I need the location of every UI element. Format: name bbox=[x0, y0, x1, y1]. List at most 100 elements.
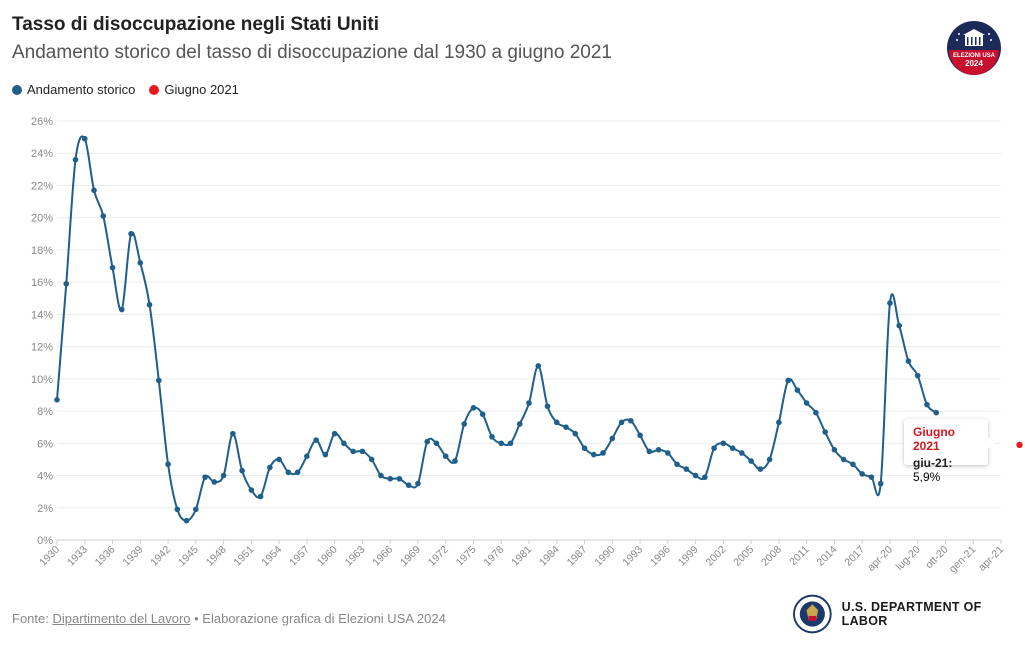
data-point[interactable] bbox=[415, 480, 421, 487]
data-point[interactable] bbox=[850, 461, 856, 468]
data-point[interactable] bbox=[433, 440, 440, 447]
data-point[interactable] bbox=[831, 446, 838, 453]
data-point[interactable] bbox=[489, 434, 495, 440]
data-point[interactable] bbox=[63, 280, 70, 287]
data-point[interactable] bbox=[322, 451, 329, 458]
data-point[interactable] bbox=[813, 409, 819, 416]
data-point[interactable] bbox=[156, 377, 162, 384]
data-point[interactable] bbox=[368, 456, 375, 463]
data-point[interactable] bbox=[526, 400, 532, 406]
data-point[interactable] bbox=[776, 419, 782, 426]
data-point[interactable] bbox=[341, 440, 347, 447]
data-point[interactable] bbox=[396, 475, 403, 482]
data-point[interactable] bbox=[257, 493, 264, 500]
data-point[interactable] bbox=[748, 458, 754, 464]
data-point[interactable] bbox=[590, 451, 597, 458]
data-point[interactable] bbox=[507, 440, 514, 447]
data-point[interactable] bbox=[766, 456, 773, 463]
data-point[interactable] bbox=[211, 479, 218, 485]
data-point[interactable] bbox=[674, 461, 680, 468]
data-point[interactable] bbox=[193, 506, 199, 513]
data-point[interactable] bbox=[276, 456, 282, 463]
data-point[interactable] bbox=[424, 438, 430, 445]
data-point[interactable] bbox=[563, 424, 569, 430]
data-point[interactable] bbox=[794, 387, 801, 393]
data-point[interactable] bbox=[470, 405, 477, 411]
data-point[interactable] bbox=[479, 411, 486, 418]
data-point[interactable] bbox=[100, 213, 107, 219]
data-point[interactable] bbox=[692, 472, 699, 479]
data-point[interactable] bbox=[498, 440, 505, 447]
data-point[interactable] bbox=[128, 231, 134, 237]
data-point[interactable] bbox=[304, 453, 310, 460]
data-point[interactable] bbox=[442, 453, 449, 460]
data-point[interactable] bbox=[405, 482, 412, 489]
data-point[interactable] bbox=[230, 430, 236, 437]
data-point[interactable] bbox=[350, 448, 356, 455]
data-point[interactable] bbox=[359, 448, 366, 455]
data-point[interactable] bbox=[655, 446, 662, 453]
data-point[interactable] bbox=[220, 472, 227, 479]
data-point[interactable] bbox=[72, 156, 79, 163]
data-point[interactable] bbox=[739, 450, 745, 456]
data-point[interactable] bbox=[933, 409, 940, 416]
data-point[interactable] bbox=[683, 466, 690, 472]
data-point[interactable] bbox=[637, 432, 643, 439]
data-point[interactable] bbox=[118, 306, 125, 313]
data-point[interactable] bbox=[202, 474, 208, 480]
data-point[interactable] bbox=[600, 450, 606, 456]
data-point[interactable] bbox=[313, 437, 319, 443]
data-point[interactable] bbox=[294, 469, 301, 476]
data-point[interactable] bbox=[868, 474, 875, 480]
data-point[interactable] bbox=[146, 301, 153, 308]
data-point[interactable] bbox=[702, 474, 708, 480]
data-point[interactable] bbox=[387, 475, 393, 482]
data-point[interactable] bbox=[609, 435, 616, 442]
data-point[interactable] bbox=[822, 429, 828, 435]
data-point[interactable] bbox=[914, 372, 921, 379]
data-point[interactable] bbox=[183, 517, 190, 524]
source-link[interactable]: Dipartimento del Lavoro bbox=[52, 611, 191, 626]
data-point[interactable] bbox=[618, 419, 625, 426]
data-point[interactable] bbox=[54, 396, 60, 403]
data-point[interactable] bbox=[331, 430, 338, 437]
data-point[interactable] bbox=[137, 260, 144, 266]
data-point[interactable] bbox=[905, 358, 912, 364]
data-point[interactable] bbox=[109, 264, 116, 271]
data-point[interactable] bbox=[248, 487, 255, 493]
data-point[interactable] bbox=[757, 466, 764, 472]
data-point[interactable] bbox=[720, 440, 727, 447]
data-point[interactable] bbox=[91, 187, 97, 194]
data-point[interactable] bbox=[924, 401, 930, 408]
data-point[interactable] bbox=[729, 445, 736, 451]
data-point[interactable] bbox=[452, 458, 458, 464]
legend-item-historical[interactable]: Andamento storico bbox=[12, 82, 135, 97]
data-point[interactable] bbox=[711, 445, 717, 451]
data-point[interactable] bbox=[516, 421, 523, 427]
data-point[interactable] bbox=[378, 472, 384, 479]
data-point[interactable] bbox=[174, 506, 181, 513]
data-point[interactable] bbox=[896, 322, 902, 329]
data-point-june-2021[interactable] bbox=[1016, 441, 1023, 449]
data-point[interactable] bbox=[887, 300, 893, 306]
data-point[interactable] bbox=[239, 467, 245, 474]
data-point[interactable] bbox=[859, 471, 865, 477]
data-point[interactable] bbox=[535, 363, 542, 369]
data-point[interactable] bbox=[646, 448, 653, 455]
legend-item-june-2021[interactable]: Giugno 2021 bbox=[149, 82, 239, 97]
data-point[interactable] bbox=[553, 419, 560, 426]
data-point[interactable] bbox=[165, 461, 171, 468]
data-point[interactable] bbox=[785, 377, 791, 384]
data-point[interactable] bbox=[581, 445, 588, 451]
data-point[interactable] bbox=[877, 480, 884, 487]
data-point[interactable] bbox=[285, 469, 292, 476]
data-point[interactable] bbox=[544, 403, 551, 410]
data-point[interactable] bbox=[665, 450, 671, 456]
data-point[interactable] bbox=[81, 135, 88, 142]
data-point[interactable] bbox=[461, 421, 468, 427]
data-point[interactable] bbox=[267, 464, 273, 471]
data-point[interactable] bbox=[572, 430, 579, 437]
data-point[interactable] bbox=[803, 400, 810, 406]
data-point[interactable] bbox=[628, 417, 634, 424]
data-point[interactable] bbox=[840, 456, 847, 463]
